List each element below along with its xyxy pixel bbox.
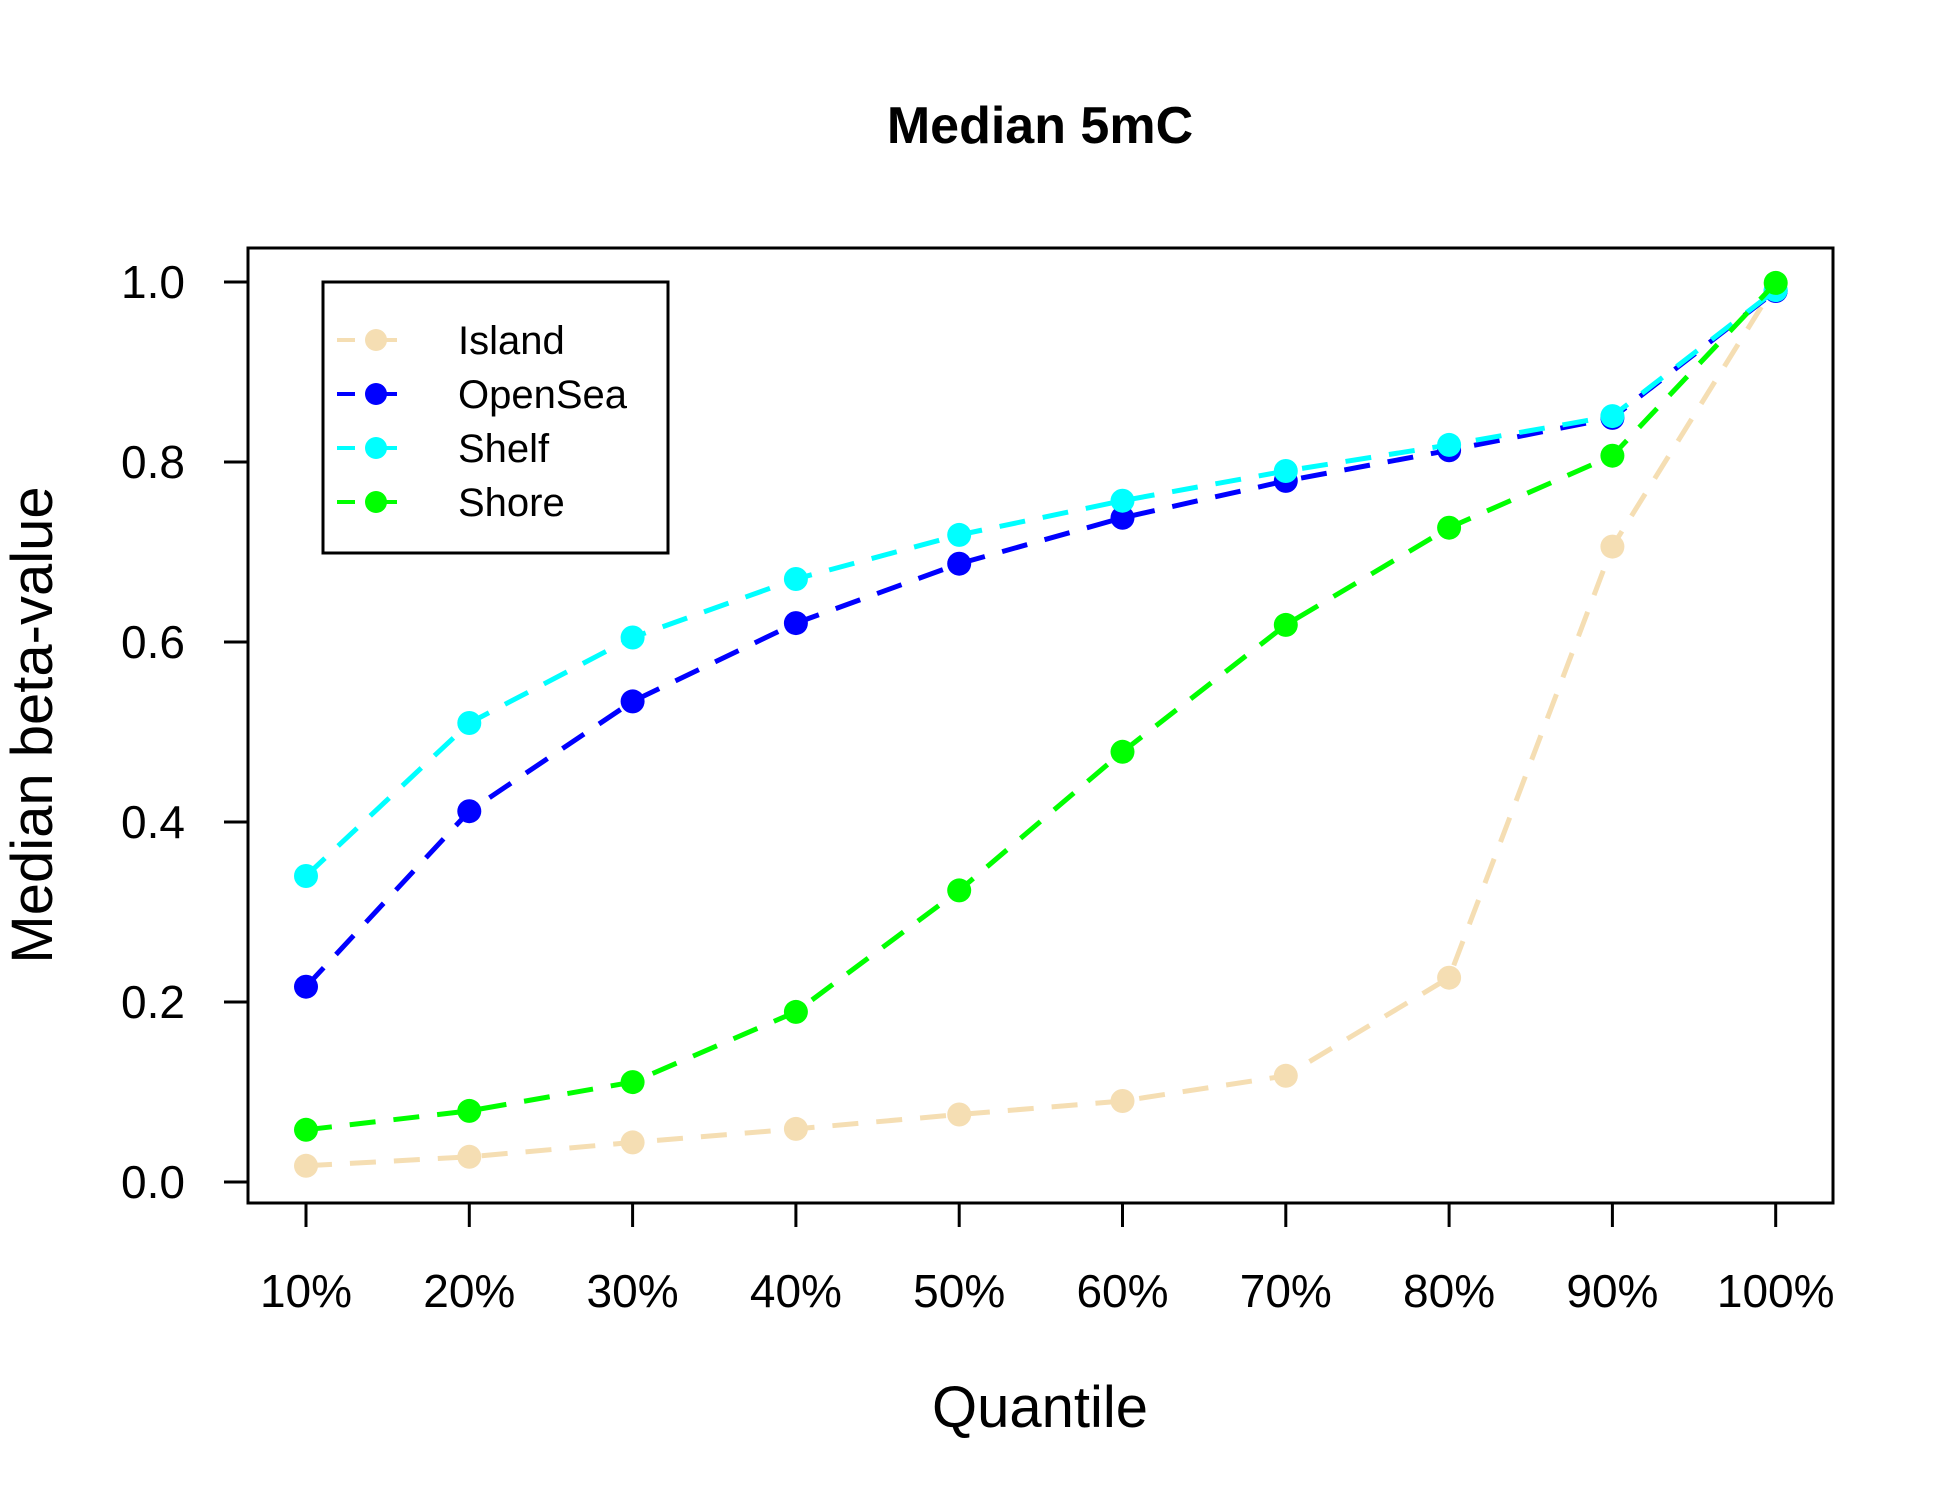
x-tick-label: 90% bbox=[1566, 1265, 1658, 1317]
data-point-opensea bbox=[947, 551, 972, 576]
legend: Island OpenSea Shelf Shore bbox=[321, 280, 670, 555]
legend-label: Shore bbox=[458, 481, 565, 525]
data-point-shore bbox=[947, 878, 972, 903]
y-axis-label: Median beta-value bbox=[0, 486, 65, 963]
series-shelf bbox=[294, 278, 1788, 888]
data-point-shelf bbox=[947, 522, 972, 547]
x-tick-label: 60% bbox=[1076, 1265, 1168, 1317]
x-tick-label: 10% bbox=[260, 1265, 352, 1317]
data-point-shelf bbox=[1600, 404, 1625, 429]
legend-marker-shore bbox=[365, 491, 387, 513]
y-tick-label: 0.0 bbox=[121, 1156, 185, 1208]
data-point-opensea bbox=[783, 611, 808, 636]
data-point-shelf bbox=[1273, 459, 1298, 483]
legend-label: OpenSea bbox=[458, 373, 628, 417]
legend-label: Island bbox=[458, 319, 565, 363]
y-axis: 0.0 0.2 0.4 0.6 0.8 1.0 bbox=[121, 256, 248, 1208]
legend-label: Shelf bbox=[458, 427, 550, 471]
data-point-island bbox=[1437, 965, 1462, 990]
legend-marker-island bbox=[365, 329, 387, 351]
data-point-shore bbox=[457, 1098, 482, 1123]
y-tick-label: 0.4 bbox=[121, 796, 185, 848]
y-tick-label: 1.0 bbox=[121, 256, 185, 308]
data-point-island bbox=[457, 1144, 482, 1169]
y-tick-label: 0.6 bbox=[121, 616, 185, 668]
x-tick-label: 100% bbox=[1717, 1265, 1835, 1317]
series-line-island bbox=[305, 282, 1778, 1169]
data-point-shore bbox=[620, 1070, 645, 1095]
data-point-island bbox=[1600, 534, 1625, 559]
data-point-shelf bbox=[1110, 488, 1135, 513]
data-point-shore bbox=[1437, 515, 1462, 540]
data-point-shore bbox=[294, 1117, 318, 1142]
x-tick-label: 20% bbox=[423, 1265, 515, 1317]
plot-frame bbox=[246, 246, 1835, 1205]
data-point-opensea bbox=[294, 974, 318, 999]
data-point-shelf bbox=[783, 567, 808, 591]
x-tick-label: 70% bbox=[1240, 1265, 1332, 1317]
y-tick-label: 0.8 bbox=[121, 436, 185, 488]
x-axis-label: Quantile bbox=[932, 1375, 1148, 1440]
series-shore bbox=[294, 270, 1788, 1142]
x-tick-label: 80% bbox=[1403, 1265, 1495, 1317]
data-point-island bbox=[294, 1153, 318, 1178]
chart-title: Median 5mC bbox=[887, 97, 1193, 155]
data-point-island bbox=[1110, 1089, 1135, 1113]
x-axis: 10% 20% 30% 40% 50% 60% 70% 80% 90% 100% bbox=[260, 1203, 1835, 1317]
data-point-opensea bbox=[1110, 505, 1135, 530]
legend-marker-shelf bbox=[365, 437, 387, 459]
data-point-shore bbox=[783, 999, 808, 1024]
series-line-shore bbox=[305, 281, 1778, 1133]
data-point-shelf bbox=[294, 864, 318, 888]
data-point-island bbox=[1273, 1063, 1298, 1088]
series-layer bbox=[294, 270, 1788, 1178]
data-point-shelf bbox=[1437, 432, 1462, 457]
data-point-island bbox=[783, 1116, 808, 1141]
data-point-opensea bbox=[620, 689, 645, 714]
data-point-island bbox=[620, 1130, 645, 1155]
data-point-shore bbox=[1600, 443, 1625, 468]
x-tick-label: 50% bbox=[913, 1265, 1005, 1317]
legend-box bbox=[321, 280, 670, 555]
data-point-shore bbox=[1273, 612, 1298, 637]
x-tick-label: 30% bbox=[587, 1265, 679, 1317]
x-tick-label: 40% bbox=[750, 1265, 842, 1317]
y-tick-label: 0.2 bbox=[121, 976, 185, 1028]
data-point-shore bbox=[1110, 739, 1135, 764]
data-point-shelf bbox=[457, 711, 482, 735]
data-point-opensea bbox=[457, 799, 482, 824]
data-point-shelf bbox=[620, 625, 645, 650]
data-point-shore bbox=[1763, 270, 1788, 295]
legend-marker-opensea bbox=[365, 383, 387, 405]
series-line-shelf bbox=[304, 288, 1778, 878]
data-point-island bbox=[947, 1102, 972, 1127]
series-line-opensea bbox=[304, 289, 1778, 989]
